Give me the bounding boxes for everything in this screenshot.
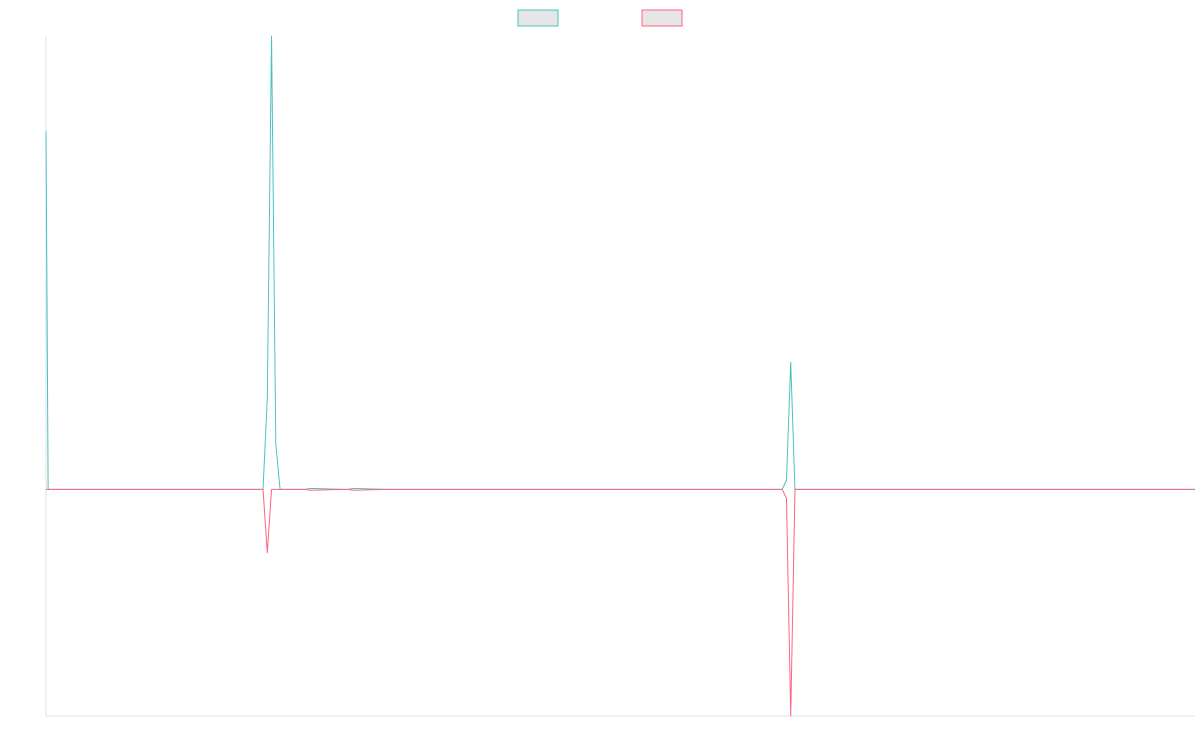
plot-area: [45, 35, 1195, 717]
chart-legend: [517, 9, 683, 27]
legend-swatch-2: [641, 9, 683, 27]
series-line-2: [46, 488, 1195, 717]
legend-swatch-1: [517, 9, 559, 27]
legend-item-1[interactable]: [517, 9, 559, 27]
chart-axes: [45, 36, 1195, 717]
series-line-1: [45, 35, 1195, 490]
legend-item-2[interactable]: [641, 9, 683, 27]
